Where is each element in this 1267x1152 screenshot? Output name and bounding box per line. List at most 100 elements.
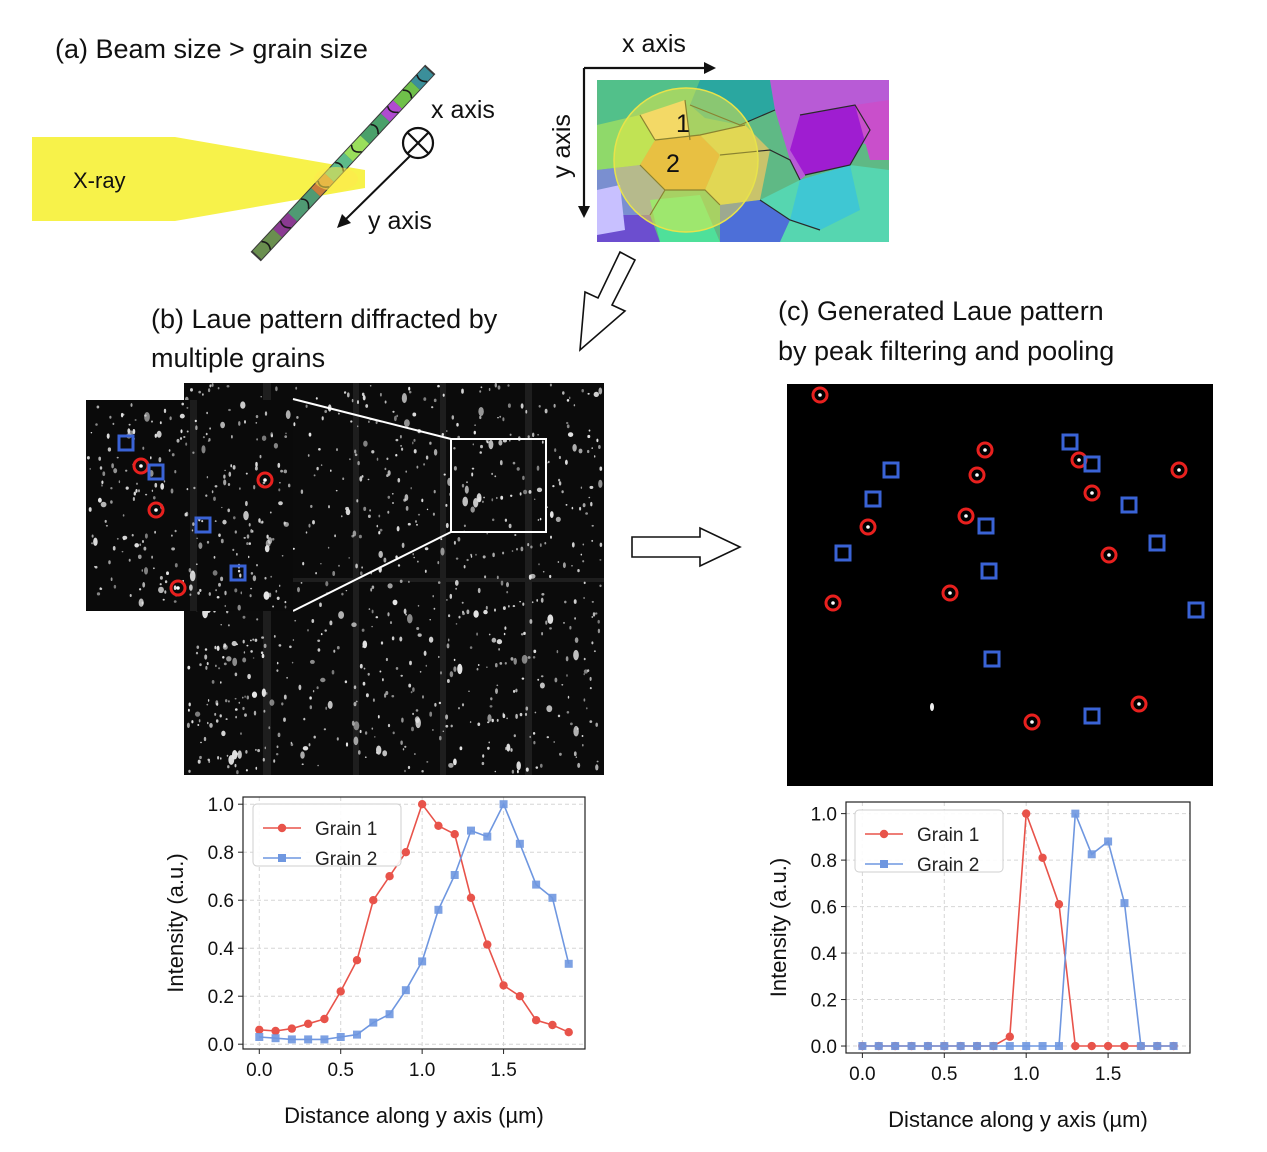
grain1-peak-circle: [859, 518, 877, 536]
data-point: [1120, 1041, 1129, 1051]
data-point: [369, 896, 378, 905]
y-tick-label: 1.0: [208, 795, 234, 816]
grain2-peak-square: [864, 490, 882, 508]
grain2-peak-square: [834, 544, 852, 562]
data-point: [369, 1018, 378, 1027]
data-point: [1071, 1041, 1080, 1051]
x-tick-label: 0.0: [849, 1064, 875, 1085]
data-point: [1169, 1042, 1178, 1051]
data-point: [336, 987, 345, 996]
y-tick-label: 1.0: [811, 805, 837, 826]
data-point: [548, 893, 557, 902]
laue-pattern-c: [787, 384, 1213, 786]
panel-b-title-line2: multiple grains: [151, 343, 326, 373]
plot-frame: [242, 796, 586, 1050]
data-point: [434, 821, 443, 830]
y-axis-title: Intensity (a.u.): [163, 853, 188, 992]
grain2-peak-square: [1061, 433, 1079, 451]
x-axis-label: x axis: [431, 96, 495, 124]
data-point: [417, 800, 427, 809]
data-point: [499, 800, 508, 809]
data-point: [320, 1014, 329, 1024]
grain1-peak-circle: [1023, 713, 1041, 731]
grain1-peak-circle: [976, 441, 994, 459]
y-tick-label: 0.0: [811, 1037, 837, 1058]
x-axis-title: Distance along y axis (µm): [888, 1107, 1148, 1132]
data-point: [450, 830, 459, 839]
y-tick-label: 0.6: [811, 898, 837, 919]
data-point: [1021, 809, 1031, 818]
panel-c-title-line2: by peak filtering and pooling: [778, 336, 1115, 366]
map-x-axis-arrowhead: [704, 62, 716, 74]
data-point: [532, 880, 541, 889]
grain2-peak-square: [1083, 455, 1101, 473]
data-point: [956, 1042, 965, 1051]
grain2-peak-square: [1120, 496, 1138, 514]
data-point: [1038, 1042, 1047, 1051]
data-point: [287, 1035, 296, 1044]
data-point: [1087, 850, 1096, 859]
grain-2-label: 2: [666, 150, 680, 178]
plot-frame: [845, 801, 1191, 1054]
legend-label: Grain 1: [315, 819, 377, 840]
data-point: [564, 959, 573, 968]
data-point: [483, 940, 492, 949]
y-tick-label: 0.2: [811, 991, 837, 1012]
data-point: [858, 1042, 867, 1051]
grain1-peak-circle: [968, 466, 986, 484]
data-point: [352, 956, 362, 965]
legend-box: [854, 809, 1004, 873]
y-tick-label: 0.4: [811, 944, 838, 965]
data-point: [1104, 837, 1113, 846]
data-point: [1071, 809, 1080, 818]
inset-markers: [117, 434, 274, 597]
grain1-peak-circle: [811, 386, 829, 404]
data-point: [320, 1035, 329, 1044]
y-tick-label: 0.6: [208, 891, 234, 912]
legend-label: Grain 1: [917, 825, 979, 846]
legend-marker: [879, 829, 889, 839]
y-axis-arrow: [344, 155, 411, 221]
grain1-peak-circle: [941, 584, 959, 602]
legend-box: [252, 803, 402, 867]
grain-1-label: 1: [676, 110, 690, 138]
data-point: [304, 1035, 313, 1044]
x-axis-into-page-icon: [401, 126, 435, 160]
grain2-peak-square: [1148, 534, 1166, 552]
data-point: [353, 1030, 361, 1039]
data-point: [515, 992, 525, 1001]
beam-footprint: [613, 87, 759, 233]
grain2-peak-square: [194, 516, 212, 534]
x-tick-label: 0.5: [328, 1060, 354, 1081]
data-point: [1038, 853, 1047, 862]
data-point: [499, 981, 508, 990]
x-tick-label: 1.0: [1013, 1064, 1039, 1085]
grain1-peak-circle: [1100, 546, 1118, 564]
data-point: [466, 893, 476, 902]
legend-label: Grain 2: [917, 855, 979, 876]
data-point: [564, 1028, 573, 1037]
data-point: [940, 1042, 949, 1051]
grain1-peak-circle: [1130, 695, 1148, 713]
zoom-region: [450, 438, 547, 533]
data-point: [385, 872, 394, 881]
data-point: [1153, 1042, 1162, 1051]
data-point: [287, 1024, 297, 1033]
data-point: [531, 1016, 541, 1025]
data-point: [467, 826, 475, 835]
data-point: [1054, 1042, 1063, 1051]
grain2-peak-square: [882, 461, 900, 479]
data-point: [907, 1042, 916, 1051]
xray-beam-source: [32, 137, 175, 221]
intensity-chart-b: 0.0 0.5 1.0 1.5 0.0 0.2 0.4 0.6 0.8 1.0 Distance a…: [163, 795, 586, 1128]
data-point: [1120, 899, 1129, 908]
grain-orientation-map: [578, 62, 889, 242]
grain1-peak-circle: [824, 594, 842, 612]
data-point: [255, 1025, 264, 1035]
data-point: [450, 871, 459, 879]
data-point: [1005, 1032, 1015, 1041]
grain1-peak-circle: [256, 471, 274, 489]
y-tick-label: 0.4: [208, 939, 235, 960]
data-point: [271, 1034, 280, 1043]
data-point: [891, 1042, 900, 1051]
